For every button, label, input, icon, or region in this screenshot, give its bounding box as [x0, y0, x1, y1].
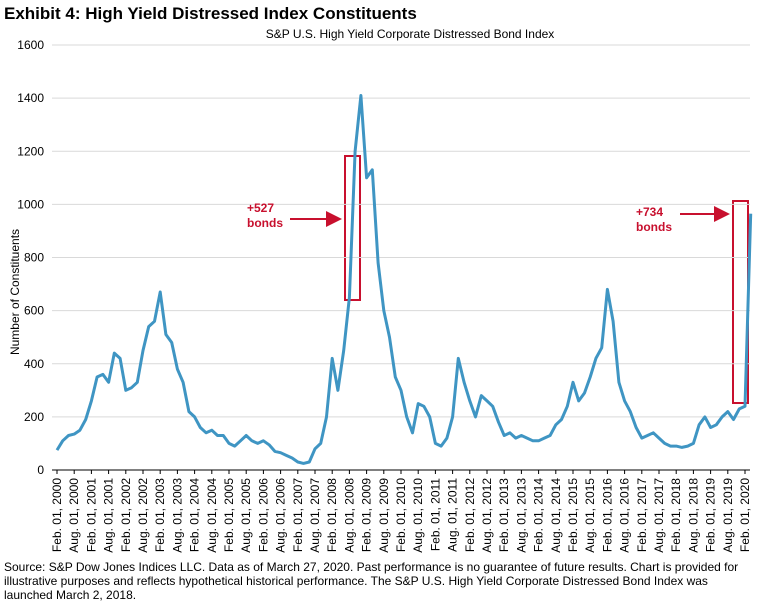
y-tick-label: 1400 — [17, 91, 44, 105]
x-tick-label: Aug. 01, 2002 — [136, 478, 150, 553]
x-tick-label: Feb. 01, 2008 — [325, 478, 339, 552]
x-tick-label: Feb. 01, 2009 — [360, 478, 374, 552]
x-tick-label: Feb. 01, 2015 — [566, 478, 580, 552]
x-tick-label: Feb. 01, 2002 — [119, 478, 133, 552]
x-tick-label: Feb. 01, 2014 — [532, 478, 546, 552]
x-tick-label: Feb. 01, 2006 — [256, 478, 270, 552]
y-tick-label: 800 — [24, 251, 44, 265]
x-tick-label: Aug. 01, 2005 — [239, 478, 253, 553]
x-tick-label: Feb. 01, 2004 — [188, 478, 202, 552]
y-tick-label: 400 — [24, 357, 44, 371]
x-tick-label: Aug. 01, 2014 — [549, 478, 563, 553]
y-tick-label: 200 — [24, 410, 44, 424]
y-tick-label: 1200 — [17, 144, 44, 158]
annotation: bonds — [636, 220, 672, 234]
x-tick-label: Feb. 01, 2011 — [428, 478, 442, 551]
y-axis-label: Number of Constituents — [8, 229, 22, 355]
x-tick-label: Aug. 01, 2006 — [274, 478, 288, 553]
x-tick-label: Aug. 01, 2013 — [514, 478, 528, 553]
x-tick-label: Aug. 01, 2018 — [686, 478, 700, 553]
x-tick-label: Aug. 01, 2008 — [342, 478, 356, 553]
data-line — [55, 94, 753, 465]
x-tick-label: Aug. 01, 2011 — [446, 478, 460, 552]
x-tick-label: Feb. 01, 2010 — [394, 478, 408, 552]
x-tick-label: Feb. 01, 2016 — [600, 478, 614, 552]
x-tick-label: Aug. 01, 2000 — [67, 478, 81, 553]
highlight-box — [344, 155, 361, 301]
x-tick-label: Aug. 01, 2004 — [205, 478, 219, 553]
x-tick-label: Feb. 01, 2018 — [669, 478, 683, 552]
x-tick-label: Feb. 01, 2020 — [738, 478, 752, 552]
x-tick-label: Aug. 01, 2019 — [721, 478, 735, 553]
x-tick-label: Aug. 01, 2017 — [652, 478, 666, 553]
y-tick-label: 1600 — [17, 38, 44, 52]
x-tick-label: Aug. 01, 2016 — [618, 478, 632, 553]
x-tick-label: Aug. 01, 2003 — [170, 478, 184, 553]
y-tick-label: 600 — [24, 304, 44, 318]
x-tick-label: Feb. 01, 2012 — [463, 478, 477, 552]
chart-title: Exhibit 4: High Yield Distressed Index C… — [4, 4, 417, 23]
annotation: +527 — [247, 201, 274, 215]
x-tick-label: Feb. 01, 2000 — [50, 478, 64, 552]
annotation: bonds — [247, 216, 283, 230]
annotation: +734 — [636, 205, 663, 219]
x-tick-label: Aug. 01, 2010 — [411, 478, 425, 553]
x-tick-label: Feb. 01, 2001 — [84, 478, 98, 552]
source-note: Source: S&P Dow Jones Indices LLC. Data … — [4, 560, 739, 602]
x-tick-label: Aug. 01, 2001 — [102, 478, 116, 553]
y-tick-label: 0 — [37, 463, 44, 477]
x-tick-label: Feb. 01, 2005 — [222, 478, 236, 552]
x-tick-label: Feb. 01, 2013 — [497, 478, 511, 552]
x-tick-label: Feb. 01, 2007 — [291, 478, 305, 552]
x-tick-label: Aug. 01, 2007 — [308, 478, 322, 553]
y-tick-label: 1000 — [17, 197, 44, 211]
x-tick-label: Aug. 01, 2012 — [480, 478, 494, 553]
x-tick-label: Aug. 01, 2009 — [377, 478, 391, 553]
x-tick-label: Feb. 01, 2017 — [635, 478, 649, 552]
chart-subtitle: S&P U.S. High Yield Corporate Distressed… — [266, 27, 555, 41]
x-tick-label: Feb. 01, 2003 — [153, 478, 167, 552]
x-tick-label: Aug. 01, 2015 — [583, 478, 597, 553]
source-box: Source: S&P Dow Jones Indices LLC. Data … — [4, 560, 739, 602]
x-tick-label: Feb. 01, 2019 — [704, 478, 718, 552]
